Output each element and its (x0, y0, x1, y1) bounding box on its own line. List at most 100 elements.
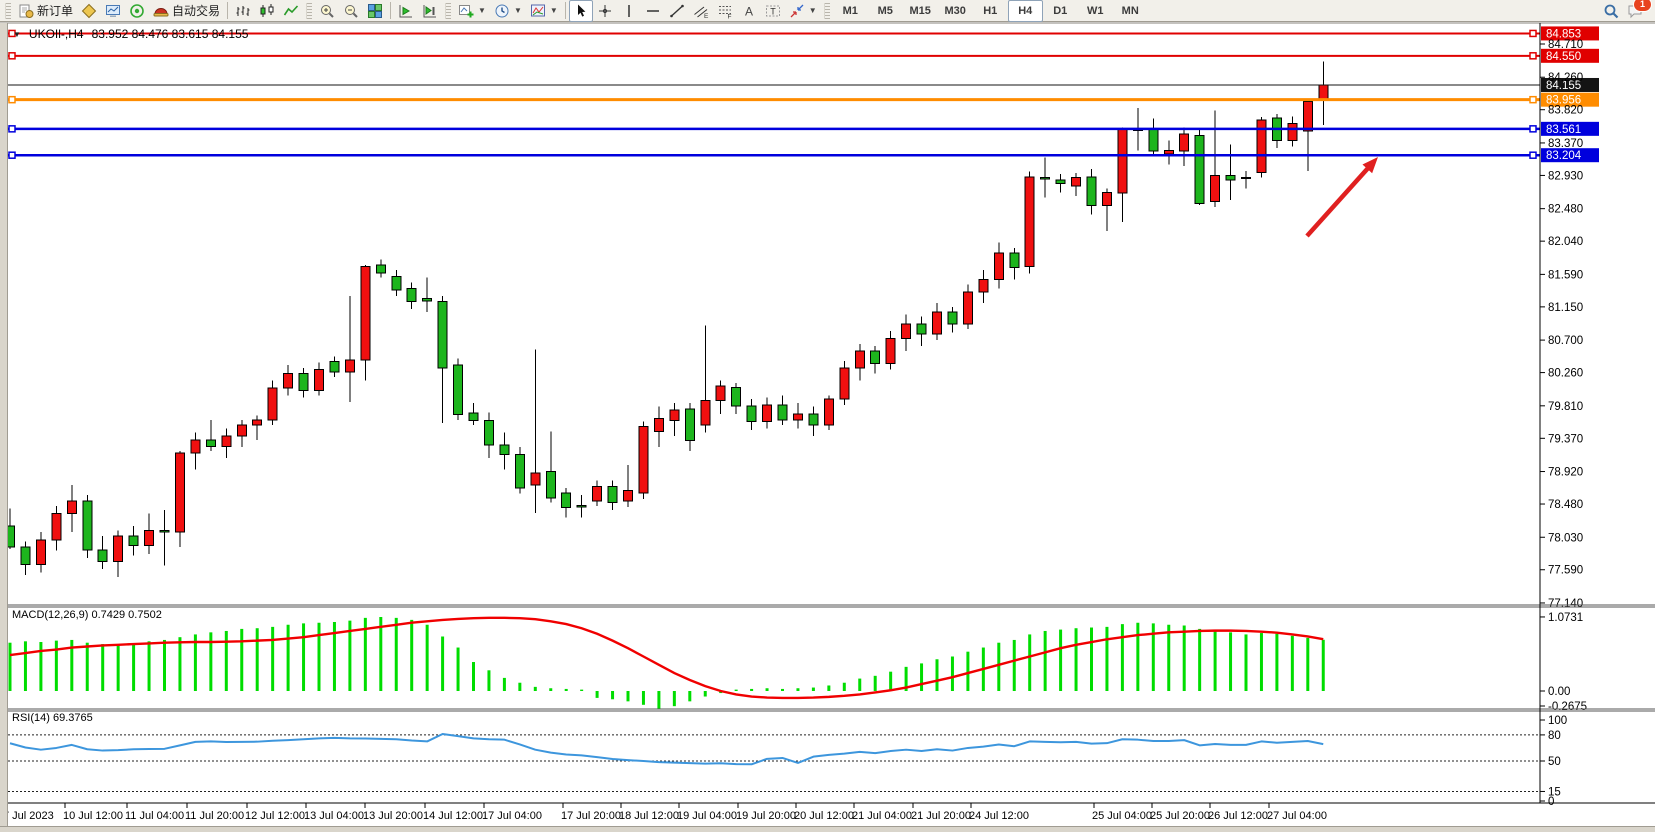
svg-text:82.480: 82.480 (1548, 204, 1583, 216)
candle-body (283, 372, 294, 389)
svg-text:84.260: 84.260 (1548, 72, 1583, 84)
price-badge (1541, 77, 1599, 92)
candle-body (344, 359, 355, 373)
timeframe-M30[interactable]: M30 (938, 0, 973, 22)
signals-icon (130, 3, 144, 18)
toolbar-button-templates[interactable]: ▼ (526, 0, 562, 22)
svg-text:13 Jul 20:00: 13 Jul 20:00 (363, 810, 423, 822)
toolbar-button-zoom-out[interactable] (339, 0, 363, 22)
line-anchor[interactable] (8, 52, 16, 60)
add-indicator-icon (459, 4, 474, 17)
chevron-down-icon: ▼ (808, 6, 817, 15)
line-anchor[interactable] (8, 125, 16, 133)
toolbar-button-horizontal-line[interactable] (641, 0, 665, 22)
timeframe-M15[interactable]: M15 (903, 0, 938, 22)
chart-dropdown-icon[interactable]: ▼ (13, 29, 21, 39)
line-anchor[interactable] (1529, 95, 1537, 104)
text-label-icon: T (765, 5, 780, 16)
toolbar-button-periods[interactable]: ▼ (490, 0, 526, 22)
candle-body (1302, 101, 1313, 132)
toolbar-button-search[interactable] (1599, 0, 1623, 22)
button-label: MN (1121, 4, 1139, 17)
candle-body (762, 404, 773, 422)
toolbar-button-trendline[interactable] (665, 0, 689, 22)
price-axis[interactable]: 84.710 84.260 83.820 83.370 82.930 82.480 82.0… (1540, 39, 1583, 610)
toolbar-button-zoom-in[interactable] (315, 0, 339, 22)
svg-text:27 Jul 04:00: 27 Jul 04:00 (1267, 810, 1327, 822)
candle-body (901, 323, 912, 340)
svg-text:7 Jul 2023: 7 Jul 2023 (3, 810, 54, 822)
tile-windows-icon (368, 3, 383, 18)
timeframe-MN[interactable]: MN (1113, 0, 1148, 22)
search-icon (1604, 4, 1619, 18)
toolbar-button-market-watch[interactable] (101, 0, 125, 22)
line-anchor[interactable] (8, 95, 16, 104)
rsi-label: RSI(14) 69.3765 (12, 712, 93, 724)
line-anchor[interactable] (1529, 52, 1537, 60)
svg-text:80.260: 80.260 (1548, 368, 1583, 380)
toolbar-button-auto-scroll[interactable] (394, 0, 418, 22)
toolbar-button-bar-chart[interactable] (231, 0, 255, 22)
toolbar-button-candle-chart[interactable] (255, 0, 279, 22)
svg-text:20 Jul 12:00: 20 Jul 12:00 (794, 810, 854, 822)
timeframe-M5[interactable]: M5 (868, 0, 903, 22)
timeframe-D1[interactable]: D1 (1043, 0, 1078, 22)
time-axis[interactable]: 7 Jul 2023 10 Jul 12:00 11 Jul 04:00 11 Jul… (3, 803, 1327, 822)
line-anchor[interactable] (1529, 151, 1537, 159)
toolbar-button-text-label[interactable]: T (761, 0, 785, 22)
chevron-down-icon: ▼ (478, 6, 486, 15)
toolbar-button-crosshair[interactable] (593, 0, 617, 22)
candle-body (360, 265, 371, 361)
toolbar-group-scroll (394, 0, 442, 22)
annotation-arrowhead[interactable] (1362, 157, 1378, 174)
line-anchor[interactable] (1529, 29, 1537, 38)
toolbar-button-vertical-line[interactable] (617, 0, 641, 22)
toolbar-button-fibonacci[interactable]: F (713, 0, 737, 22)
fibonacci-icon: F (718, 5, 731, 19)
toolbar-button-arrows[interactable]: ▼ (785, 0, 821, 22)
button-label: 自动交易 (172, 4, 221, 18)
svg-text:18 Jul 12:00: 18 Jul 12:00 (619, 810, 679, 822)
toolbar-button-add-indicator[interactable]: ▼ (454, 0, 490, 22)
toolbar-button-tile-windows[interactable] (363, 0, 387, 22)
svg-text:21 Jul 04:00: 21 Jul 04:00 (852, 810, 912, 822)
timeframe-W1[interactable]: W1 (1078, 0, 1113, 22)
toolbar-button-signals[interactable] (125, 0, 149, 22)
candle-body (561, 492, 572, 509)
toolbar-button-quotes[interactable] (77, 0, 101, 22)
toolbar-button-autotrade[interactable]: 自动交易 (149, 0, 224, 22)
annotation-arrow[interactable] (1305, 162, 1373, 238)
toolbar-group-new-objects: ▼ ▼ ▼ (454, 0, 562, 22)
toolbar-button-chat[interactable]: 1 (1623, 0, 1652, 22)
button-label: D1 (1053, 4, 1068, 17)
svg-text:83.370: 83.370 (1548, 138, 1583, 150)
toolbar-button-text[interactable]: A (737, 0, 761, 22)
price-badge (1541, 121, 1599, 136)
candle-body (66, 500, 77, 515)
candle-body (1009, 252, 1020, 269)
timeframe-H1[interactable]: H1 (973, 0, 1008, 22)
toolbar-button-chart-shift[interactable] (418, 0, 442, 22)
toolbar-group-timeframes: M1 M5 M15 M30 H1 H4 D1 W1 MN (833, 0, 1148, 22)
timeframe-M1[interactable]: M1 (833, 0, 868, 22)
trendline-icon (669, 4, 684, 17)
toolbar-button-cursor[interactable] (568, 0, 593, 22)
timeframe-H4[interactable]: H4 (1007, 0, 1043, 22)
svg-text:81.150: 81.150 (1548, 302, 1583, 314)
svg-text:77.590: 77.590 (1548, 565, 1583, 577)
line-anchor[interactable] (8, 29, 16, 38)
svg-text:83.561: 83.561 (1546, 124, 1581, 136)
candle-body (174, 452, 185, 533)
price-lines[interactable]: 84.853 84.550 84.155 83.956 83.561 83.204 (8, 26, 1599, 163)
candle-body (808, 413, 819, 426)
line-anchor[interactable] (1529, 125, 1537, 133)
toolbar-button-new-order[interactable]: 新订单 (14, 0, 77, 22)
candle-body (1055, 179, 1066, 185)
svg-text:80.700: 80.700 (1548, 335, 1583, 347)
line-anchor[interactable] (8, 151, 16, 159)
macd-pane: 1.0731 0.00 -0.2675 (8, 612, 1587, 713)
toolbar-button-line-chart[interactable] (279, 0, 303, 22)
button-label: W1 (1086, 4, 1104, 17)
toolbar-button-channel[interactable]: E (689, 0, 713, 22)
